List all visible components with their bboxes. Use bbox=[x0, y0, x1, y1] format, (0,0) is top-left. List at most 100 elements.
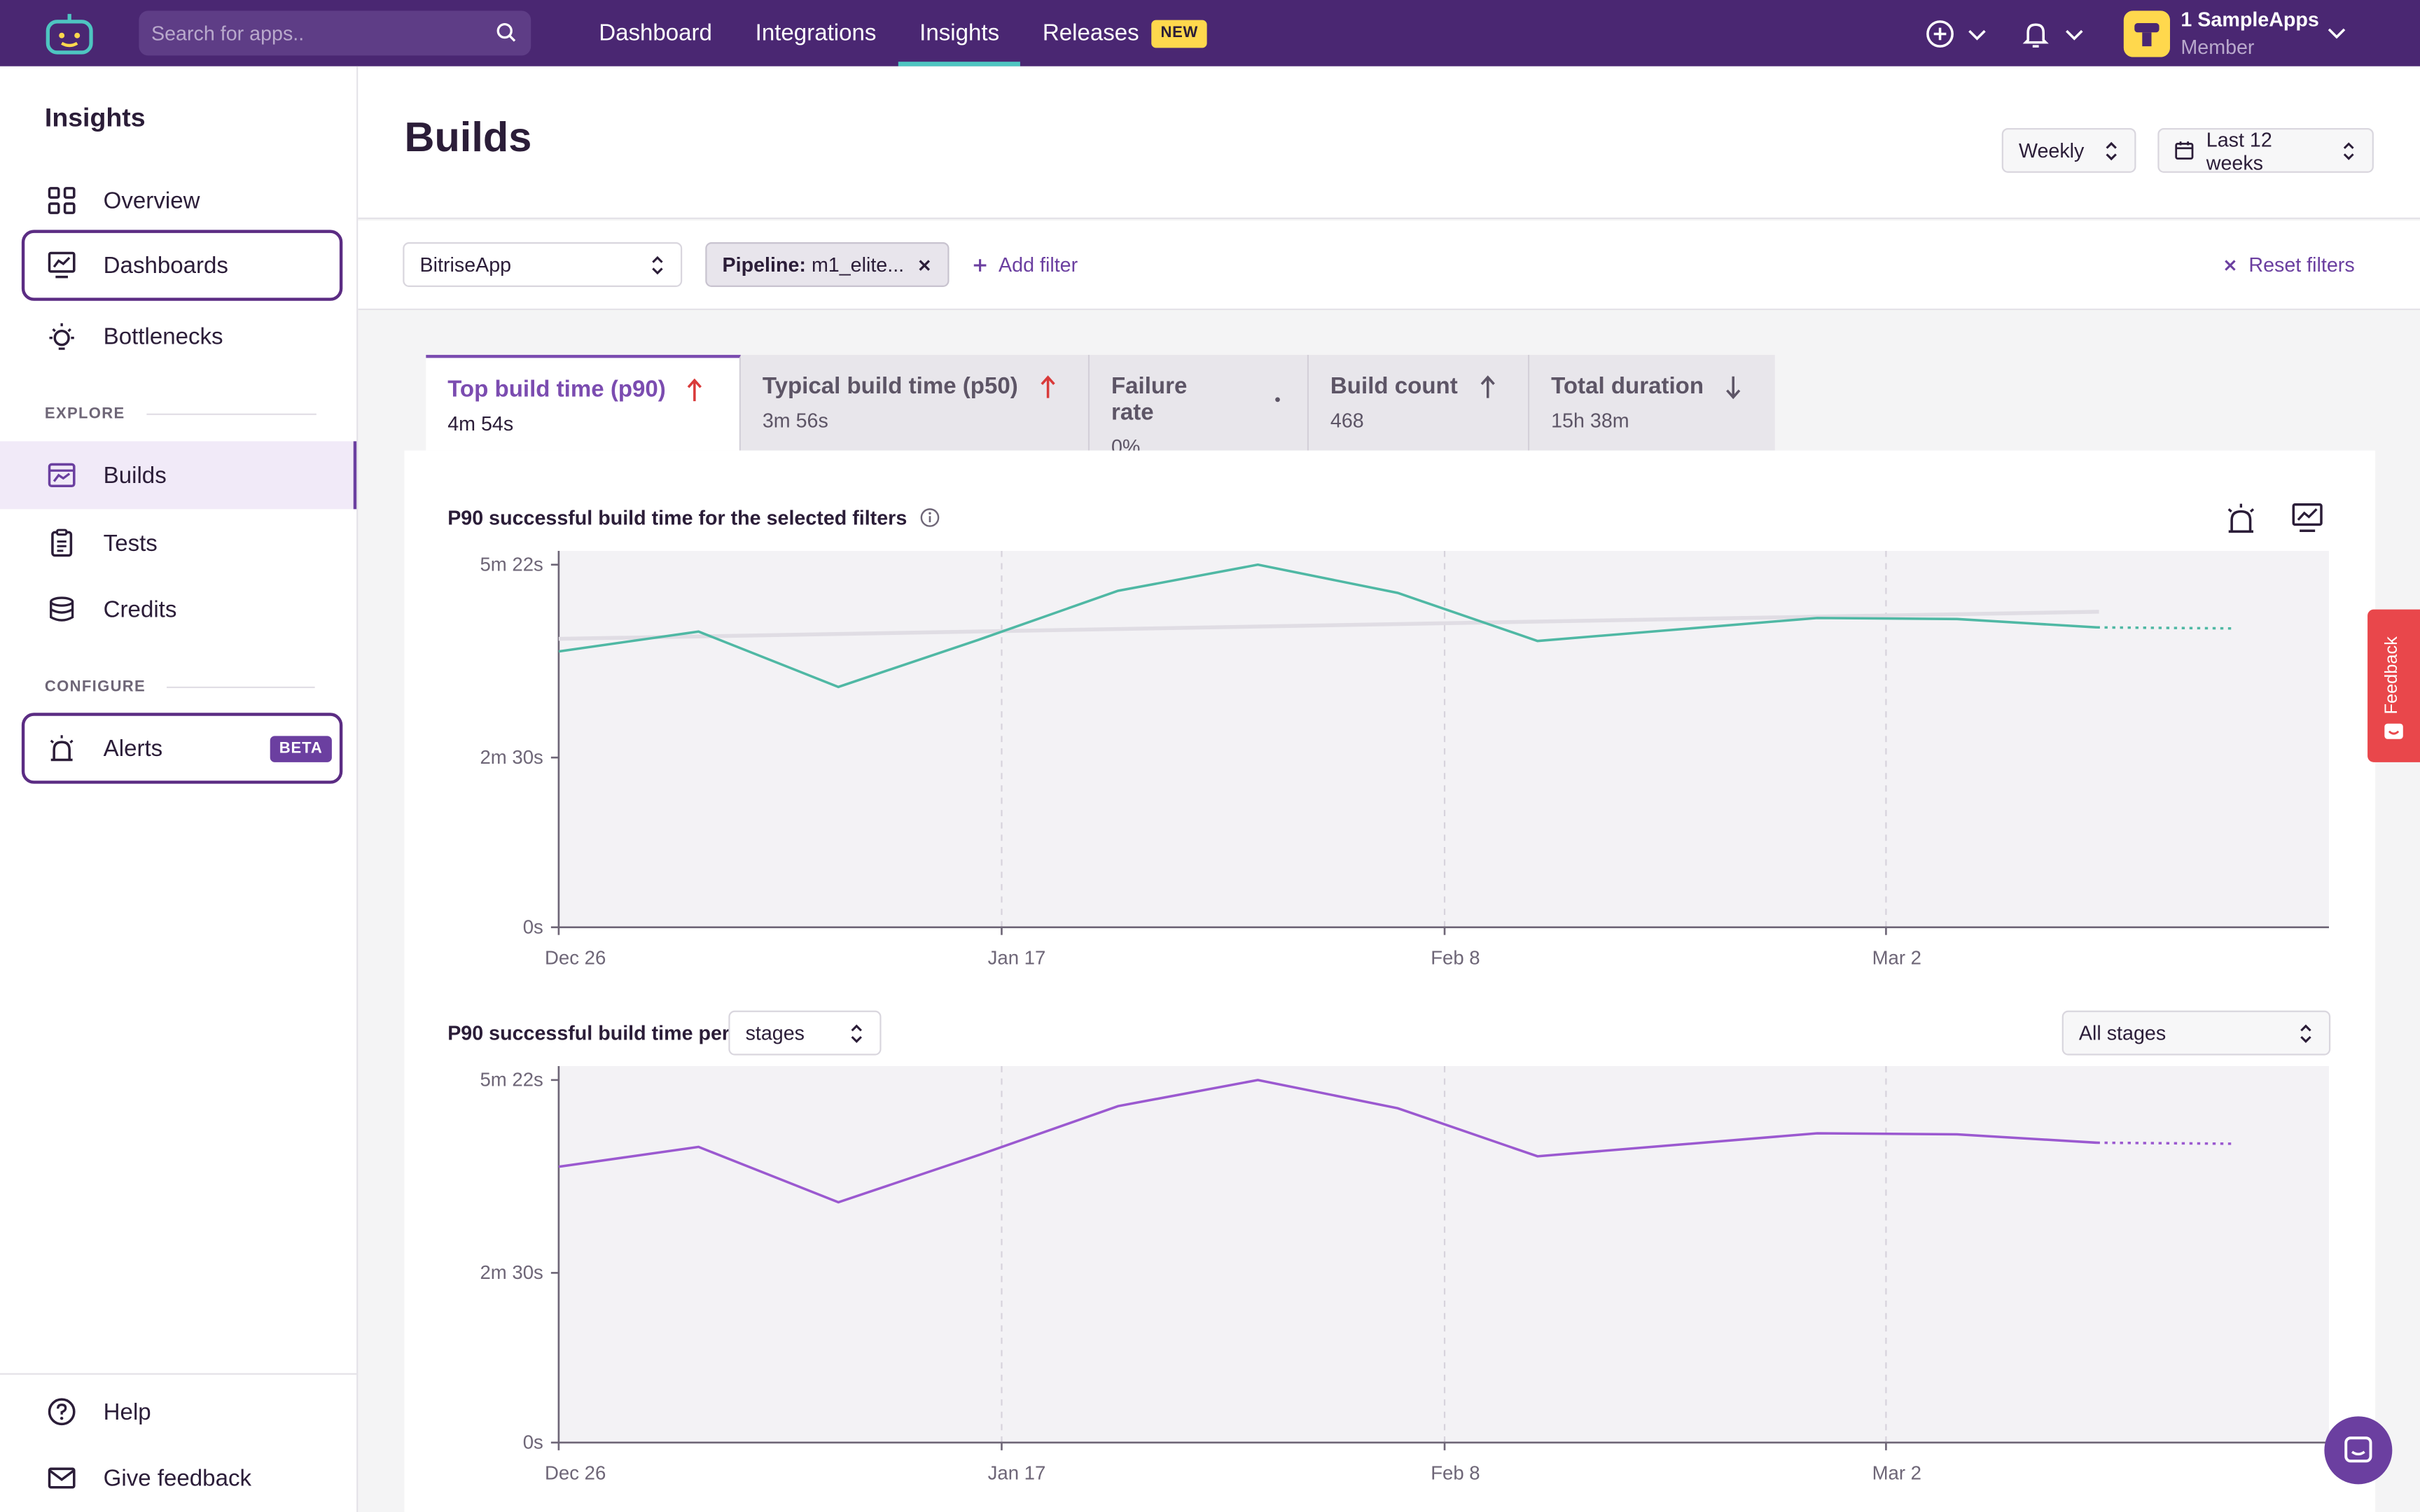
sidebar-item-bottlenecks[interactable]: Bottlenecks bbox=[22, 301, 342, 372]
nav-releases[interactable]: Releases NEW bbox=[1021, 0, 1229, 66]
chart1-title: P90 successful build time for the select… bbox=[447, 506, 939, 529]
sidebar-item-help[interactable]: Help bbox=[22, 1376, 342, 1447]
chip-value: m1_elite... bbox=[811, 253, 905, 276]
series-line bbox=[558, 563, 2097, 689]
y-tick-label: 5m 22s bbox=[480, 1069, 543, 1091]
x-tick-label: Dec 26 bbox=[545, 947, 606, 969]
feedback-side-tab[interactable]: Feedback bbox=[2367, 609, 2420, 762]
sidebar-item-dashboards[interactable]: Dashboards bbox=[21, 230, 343, 301]
tab-value: 468 bbox=[1330, 409, 1364, 433]
nav-insights-label: Insights bbox=[919, 20, 1000, 47]
workspace-avatar-icon bbox=[2123, 10, 2170, 57]
create-alert-icon[interactable] bbox=[2224, 501, 2258, 535]
search-placeholder: Search for apps.. bbox=[151, 21, 305, 45]
tab-top-build-time[interactable]: Top build time (p90) 4m 54s bbox=[426, 354, 741, 451]
explore-section-label: EXPLORE bbox=[45, 406, 317, 423]
y-tick-label: 2m 30s bbox=[480, 746, 543, 768]
chat-support-button[interactable] bbox=[2324, 1416, 2393, 1485]
arrow-down-icon bbox=[1725, 375, 1741, 399]
sidebar-item-label: Credits bbox=[103, 596, 177, 623]
clipboard-icon bbox=[51, 528, 73, 557]
y-tick-label: 0s bbox=[523, 916, 543, 937]
tab-failure-rate[interactable]: Failure rate 0% bbox=[1090, 354, 1309, 458]
add-chevron-down-icon[interactable] bbox=[1965, 17, 1989, 50]
builds-icon bbox=[48, 463, 76, 488]
chart2-title: P90 successful build time per bbox=[447, 1021, 730, 1044]
app-select[interactable]: BitriseApp bbox=[403, 242, 683, 287]
beta-badge: BETA bbox=[270, 735, 332, 762]
new-badge: NEW bbox=[1151, 19, 1208, 48]
sidebar-item-alerts[interactable]: Alerts BETA bbox=[21, 713, 343, 784]
add-to-dashboard-icon[interactable] bbox=[2290, 501, 2324, 535]
add-filter-button[interactable]: Add filter bbox=[973, 253, 1078, 276]
account-switcher[interactable]: 1 SampleApps Member bbox=[2123, 8, 2402, 59]
add-icon[interactable] bbox=[1923, 17, 1956, 50]
chat-icon bbox=[2344, 1436, 2372, 1463]
close-icon bbox=[2225, 259, 2236, 270]
metric-tabs: Top build time (p90) 4m 54s Typical buil… bbox=[426, 354, 1775, 458]
sidebar-item-tests[interactable]: Tests bbox=[22, 507, 342, 578]
tab-label: Build count bbox=[1330, 373, 1458, 400]
reset-filters-button[interactable]: Reset filters bbox=[2223, 253, 2355, 276]
x-tick-label: Dec 26 bbox=[545, 1462, 606, 1484]
bell-chevron-down-icon[interactable] bbox=[2062, 17, 2087, 50]
sidebar-item-label: Alerts bbox=[103, 735, 163, 762]
configure-label-text: CONFIGURE bbox=[44, 678, 146, 696]
arrow-up-icon bbox=[1040, 374, 1055, 398]
page-header: Builds Weekly Last 12 weeks bbox=[358, 66, 2420, 219]
account-chevron-down-icon bbox=[2328, 28, 2346, 39]
sidebar-item-builds[interactable]: Builds bbox=[0, 441, 357, 510]
x-tick-label: Jan 17 bbox=[988, 947, 1046, 969]
tab-total-duration[interactable]: Total duration 15h 38m bbox=[1529, 354, 1775, 451]
tab-typical-build-time[interactable]: Typical build time (p50) 3m 56s bbox=[740, 354, 1090, 451]
chart1-title-text: P90 successful build time for the select… bbox=[447, 505, 908, 530]
mail-icon bbox=[48, 1467, 76, 1489]
main-nav: Dashboard Integrations Insights Releases… bbox=[577, 0, 1229, 66]
bitrise-logo-icon[interactable] bbox=[43, 13, 96, 56]
help-icon bbox=[48, 1398, 76, 1426]
date-range-value: Last 12 weeks bbox=[2206, 127, 2272, 174]
tab-build-count[interactable]: Build count 468 bbox=[1309, 354, 1530, 451]
plus-icon bbox=[973, 258, 987, 271]
chart-monitor-icon bbox=[48, 251, 76, 279]
date-range-select[interactable]: Last 12 weeks bbox=[2157, 127, 2374, 174]
sidebar-item-credits[interactable]: Credits bbox=[22, 574, 342, 645]
chart2-title-text: P90 successful build time per bbox=[447, 1021, 730, 1045]
sort-arrows-icon bbox=[2300, 1023, 2311, 1042]
add-filter-label: Add filter bbox=[999, 253, 1078, 276]
arrow-up-icon bbox=[1480, 374, 1494, 398]
x-tick-label: Jan 17 bbox=[988, 1462, 1046, 1484]
sidebar-item-overview[interactable]: Overview bbox=[22, 165, 342, 236]
grid-icon bbox=[48, 187, 76, 214]
nav-integrations[interactable]: Integrations bbox=[734, 0, 898, 66]
page-title: Builds bbox=[404, 114, 532, 161]
stage-filter-select[interactable]: All stages bbox=[2061, 1010, 2331, 1056]
sidebar-item-label: Tests bbox=[103, 530, 158, 556]
close-icon[interactable] bbox=[917, 257, 932, 272]
search-input[interactable]: Search for apps.. bbox=[139, 10, 531, 56]
bell-icon[interactable] bbox=[2019, 17, 2052, 50]
app-select-value: BitriseApp bbox=[419, 253, 512, 276]
info-icon[interactable] bbox=[919, 507, 940, 528]
x-tick-label: Feb 8 bbox=[1431, 947, 1480, 969]
main-content: Builds Weekly Last 12 weeks BitriseApp P… bbox=[358, 66, 2420, 1512]
sidebar: Insights Overview Dashboards Bottlenecks… bbox=[0, 66, 359, 1512]
sidebar-item-give-feedback[interactable]: Give feedback bbox=[22, 1443, 342, 1512]
sidebar-title: Insights bbox=[44, 103, 146, 133]
chart2-plot: 0s 2m 30s 5m 22s Dec 26 Jan 17 Feb 8 Mar 2 bbox=[480, 1066, 2329, 1484]
nav-releases-label: Releases bbox=[1042, 20, 1139, 47]
x-tick-label: Mar 2 bbox=[1872, 947, 1921, 969]
tab-value: 4m 54s bbox=[447, 412, 514, 435]
account-name: 1 SampleApps bbox=[2181, 8, 2319, 31]
sidebar-item-label: Give feedback bbox=[103, 1464, 252, 1492]
chart1-plot: 0s 2m 30s 5m 22s Dec 26 Jan 17 Feb 8 Mar 2 bbox=[480, 550, 2329, 969]
interval-select[interactable]: Weekly bbox=[2001, 127, 2136, 173]
group-by-select[interactable]: stages bbox=[728, 1010, 882, 1056]
nav-dashboard[interactable]: Dashboard bbox=[577, 0, 733, 66]
tab-value: 3m 56s bbox=[762, 409, 828, 433]
tab-label: Top build time (p90) bbox=[447, 376, 666, 403]
nav-insights[interactable]: Insights bbox=[898, 0, 1021, 66]
pipeline-filter-chip[interactable]: Pipeline: m1_elite... bbox=[705, 242, 950, 287]
series-line bbox=[558, 1079, 2097, 1204]
sidebar-item-label: Help bbox=[103, 1399, 151, 1425]
